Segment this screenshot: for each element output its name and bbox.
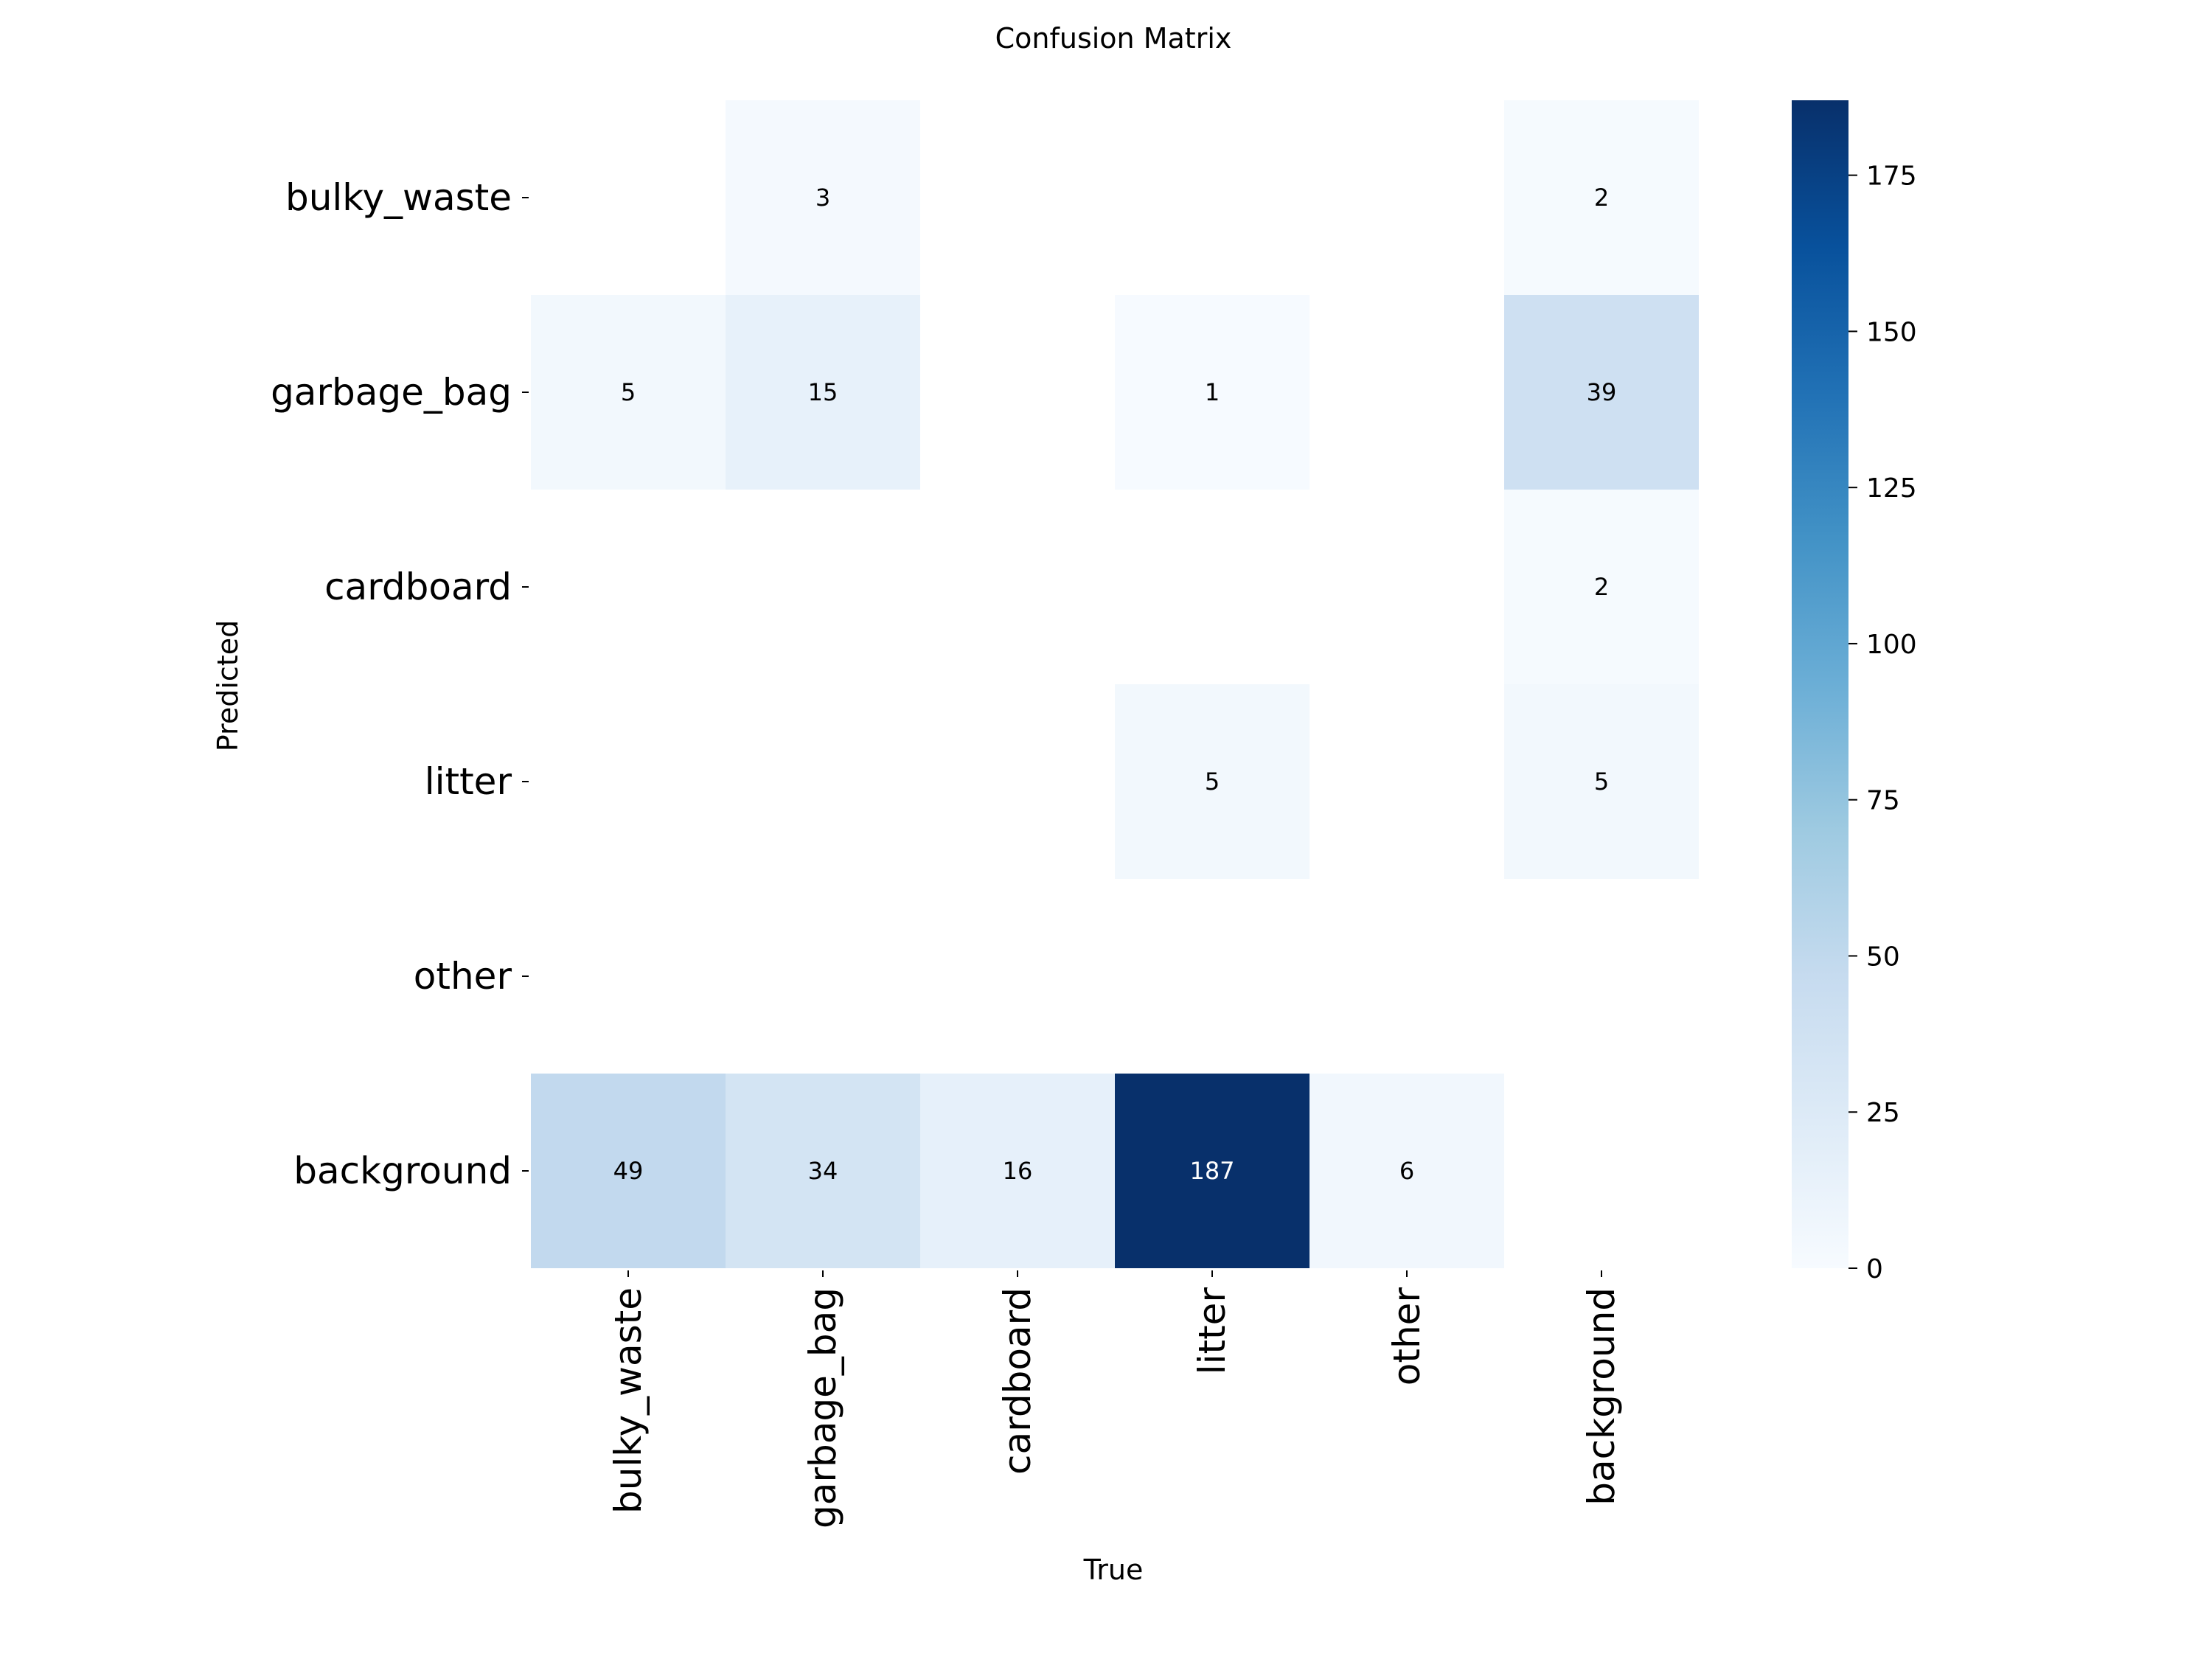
y-tick-label: other xyxy=(414,955,512,998)
cell-value-label: 1 xyxy=(1205,378,1220,406)
cell-value-label: 34 xyxy=(808,1157,838,1185)
x-axis-ticks: bulky_waste garbage_bag cardboard litter oth… xyxy=(607,1270,1623,1528)
y-tick-label: litter xyxy=(425,760,512,803)
heatmap-cell xyxy=(726,100,920,295)
cell-value-label: 5 xyxy=(1205,768,1220,796)
y-tick-label: garbage_bag xyxy=(271,371,512,414)
colorbar xyxy=(1792,100,1848,1268)
colorbar-tick-label: 150 xyxy=(1866,317,1917,347)
x-tick-label: other xyxy=(1385,1287,1428,1386)
colorbar-ticks: 0 25 50 75 100 125 150 175 xyxy=(1848,161,1917,1284)
colorbar-tick-label: 100 xyxy=(1866,630,1917,660)
cell-value-label: 16 xyxy=(1003,1157,1033,1185)
x-tick-label: garbage_bag xyxy=(801,1287,844,1528)
cell-value-label: 39 xyxy=(1587,378,1617,406)
chart-title: Confusion Matrix xyxy=(995,22,1232,55)
heatmap-cell xyxy=(1504,295,1699,490)
cell-value-label: 49 xyxy=(613,1157,644,1185)
heatmap-cells xyxy=(531,100,1699,1268)
heatmap-cell xyxy=(1115,684,1310,879)
y-axis-ticks: bulky_waste garbage_bag cardboard litter oth… xyxy=(271,176,529,1192)
x-tick-label: bulky_waste xyxy=(607,1287,650,1514)
y-tick-label: bulky_waste xyxy=(285,176,512,219)
colorbar-tick-label: 25 xyxy=(1866,1098,1900,1128)
x-axis-label: True xyxy=(1083,1554,1144,1586)
colorbar-tick-label: 175 xyxy=(1866,161,1917,192)
colorbar-tick-label: 125 xyxy=(1866,473,1917,504)
heatmap-cell xyxy=(1115,295,1310,490)
heatmap-cell xyxy=(726,1074,920,1268)
x-tick-label: background xyxy=(1580,1287,1623,1506)
cell-value-label: 3 xyxy=(815,184,830,212)
heatmap-cell xyxy=(1504,100,1699,295)
colorbar-tick-label: 0 xyxy=(1866,1254,1883,1284)
y-tick-label: background xyxy=(293,1150,512,1192)
cell-value-label: 5 xyxy=(1594,768,1609,796)
heatmap-cell xyxy=(531,295,726,490)
y-axis-label: Predicted xyxy=(212,620,244,751)
heatmap-cell xyxy=(1115,1074,1310,1268)
cell-value-label: 6 xyxy=(1399,1157,1414,1185)
heatmap-cell xyxy=(1504,490,1699,684)
heatmap-cell xyxy=(1504,684,1699,879)
cell-value-label: 187 xyxy=(1189,1157,1234,1185)
x-tick-label: cardboard xyxy=(996,1287,1039,1475)
cell-value-label: 5 xyxy=(621,378,636,406)
y-tick-label: cardboard xyxy=(324,566,512,608)
heatmap-cell xyxy=(531,1074,726,1268)
cell-value-labels: 3 2 5 15 1 39 2 5 5 49 34 16 187 6 xyxy=(613,184,1617,1185)
heatmap-cell xyxy=(920,1074,1115,1268)
x-tick-label: litter xyxy=(1191,1287,1234,1375)
cell-value-label: 15 xyxy=(808,378,838,406)
cell-value-label: 2 xyxy=(1594,573,1609,601)
cell-value-label: 2 xyxy=(1594,184,1609,212)
colorbar-tick-label: 50 xyxy=(1866,942,1900,972)
heatmap-cell xyxy=(1310,1074,1504,1268)
heatmap-cell xyxy=(726,295,920,490)
colorbar-tick-label: 75 xyxy=(1866,786,1900,816)
